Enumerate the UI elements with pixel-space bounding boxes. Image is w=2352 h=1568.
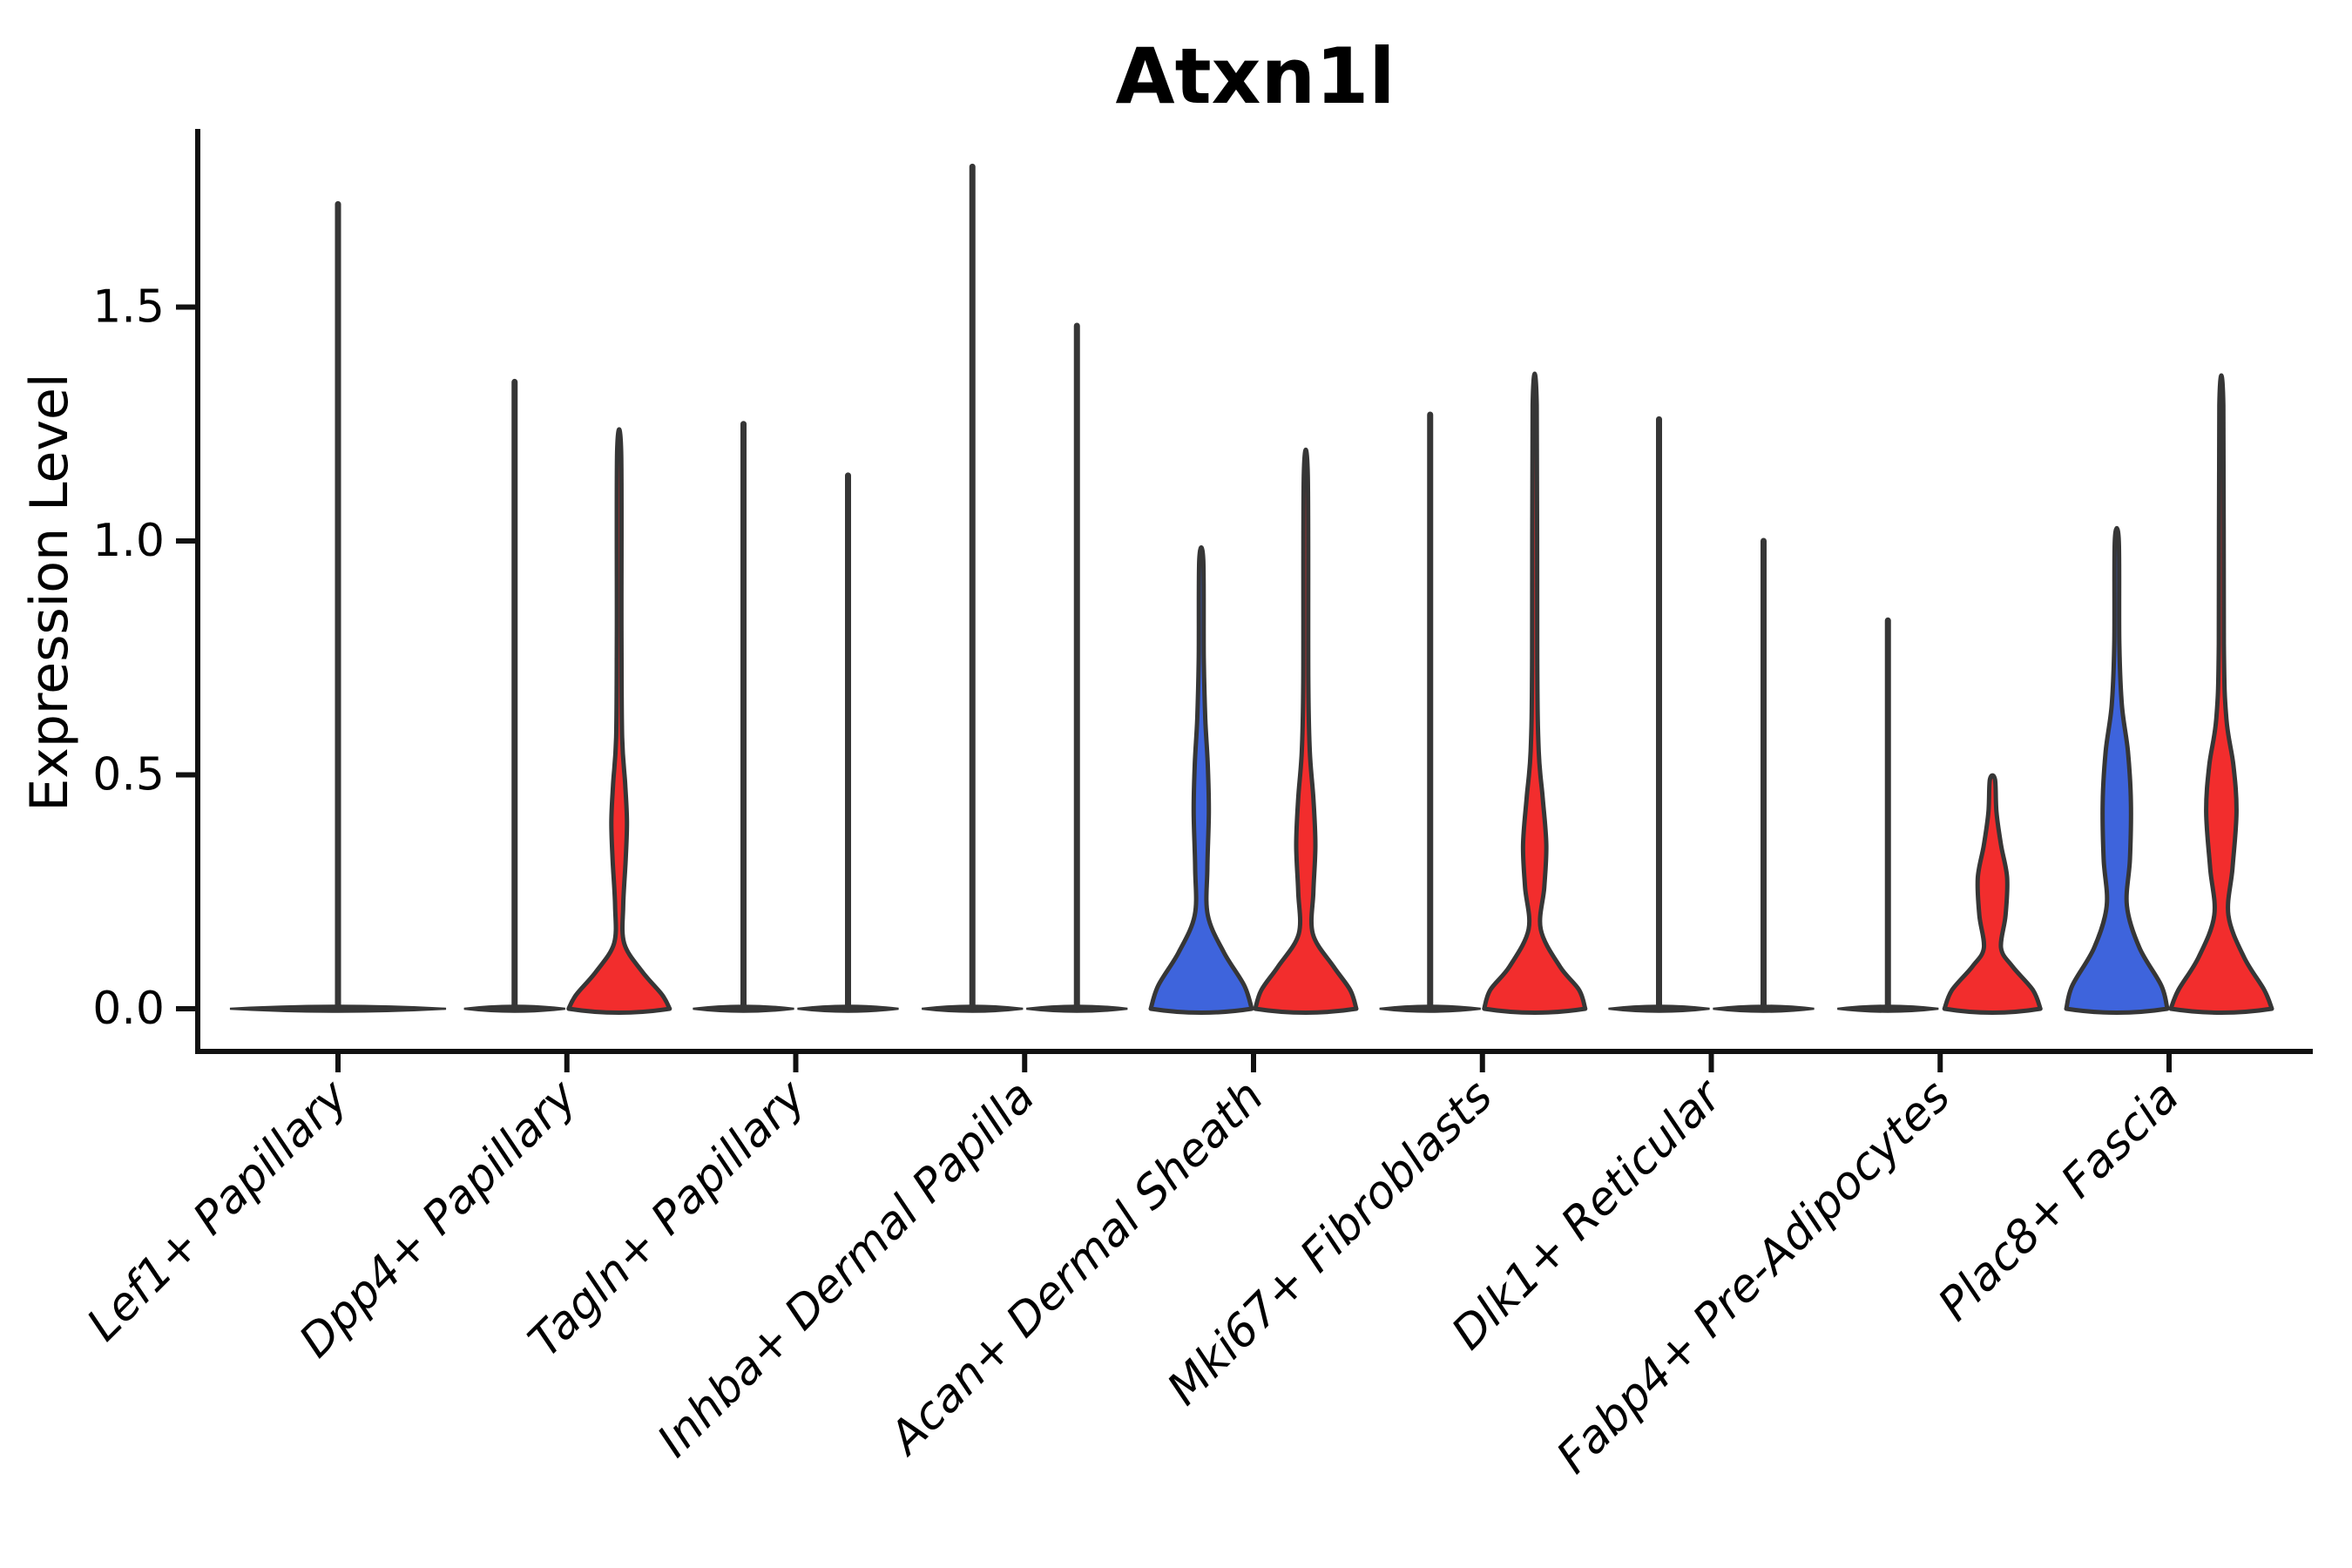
violin-dpp4-papillary-left-base bbox=[463, 1004, 565, 1013]
violin-dlk1-reticular-right-base bbox=[1713, 1004, 1815, 1013]
x-tick-label-fabp4-pre-adipocytes: Fabp4+ Pre-Adipocytes bbox=[1547, 1071, 1961, 1484]
violin-inhba-dermal-papilla-left-base bbox=[922, 1004, 1024, 1013]
y-tick-label: 0.5 bbox=[92, 749, 165, 801]
violin-plac8-fascia-right bbox=[2168, 373, 2274, 1015]
axes-spines bbox=[195, 129, 2313, 1054]
violin-acan-dermal-sheath-left bbox=[1148, 544, 1254, 1015]
y-tick-label: 0.0 bbox=[92, 983, 165, 1035]
violin-tagln-papillary-right-base bbox=[797, 1004, 899, 1013]
chart-title: Atxn1l bbox=[1115, 31, 1396, 121]
violin-mki67-fibroblasts-left-base bbox=[1379, 1004, 1481, 1013]
violin-group-tagln-papillary bbox=[740, 421, 851, 1010]
x-tick-label-inhba-dermal-papilla: Inhba+ Dermal Papilla bbox=[648, 1071, 1045, 1468]
violin-mki67-fibroblasts-right bbox=[1482, 371, 1588, 1015]
violin-group-inhba-dermal-papilla bbox=[969, 163, 1080, 1010]
violin-group-plac8-fascia bbox=[2064, 373, 2274, 1015]
x-tick-label-acan-dermal-sheath: Acan+ Dermal Sheath bbox=[878, 1071, 1274, 1466]
violin-acan-dermal-sheath-right bbox=[1253, 447, 1359, 1015]
violin-plac8-fascia-left bbox=[2064, 525, 2170, 1015]
violin-lef1-papillary-full-base bbox=[229, 1004, 447, 1013]
violin-dpp4-papillary-right bbox=[566, 427, 672, 1015]
violin-tagln-papillary-left-base bbox=[693, 1004, 794, 1013]
x-tick-label-plac8-fascia: Plac8+ Fascia bbox=[1929, 1071, 2189, 1331]
y-tick-label: 1.0 bbox=[92, 515, 165, 567]
violin-inhba-dermal-papilla-right-base bbox=[1026, 1004, 1128, 1013]
violin-group-dlk1-reticular bbox=[1656, 416, 1767, 1010]
y-axis-label: Expression Level bbox=[19, 373, 80, 812]
violin-dlk1-reticular-left-base bbox=[1608, 1004, 1710, 1013]
violin-group-fabp4-pre-adipocytes bbox=[1884, 617, 2043, 1015]
violin-group-acan-dermal-sheath bbox=[1148, 447, 1359, 1015]
violin-group-dpp4-papillary bbox=[511, 378, 672, 1015]
violin-group-mki67-fibroblasts bbox=[1427, 371, 1588, 1015]
violin-fabp4-pre-adipocytes-left-base bbox=[1837, 1004, 1939, 1013]
y-tick-label: 1.5 bbox=[92, 281, 165, 334]
violin-fabp4-pre-adipocytes-right bbox=[1942, 773, 2043, 1015]
